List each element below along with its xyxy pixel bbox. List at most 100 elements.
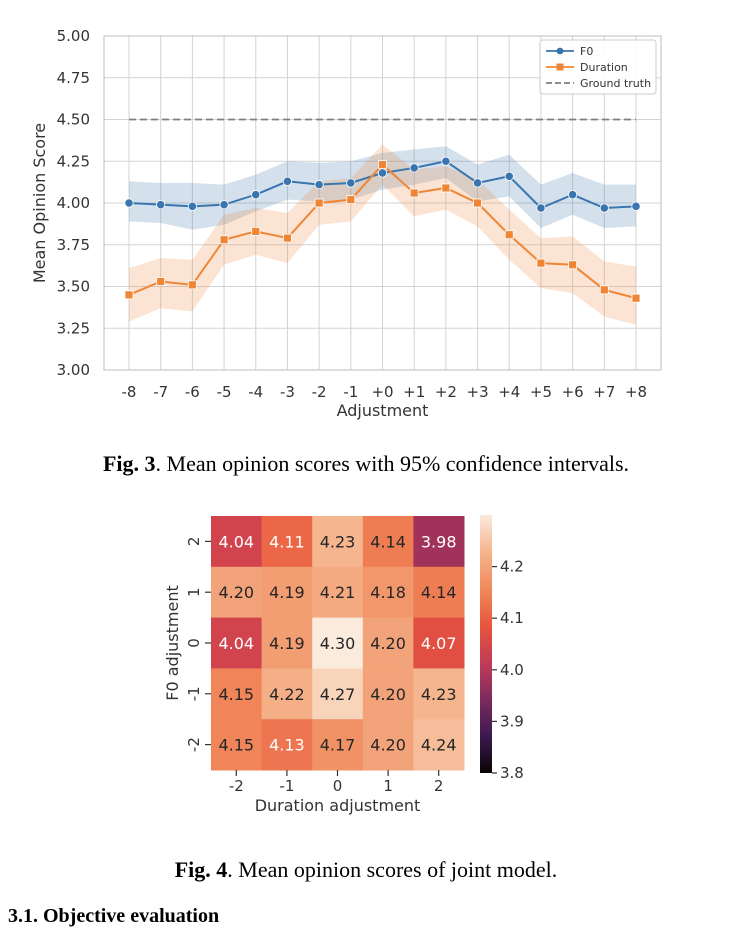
x-tick-label: +3 xyxy=(467,383,489,401)
data-point-f0 xyxy=(187,201,197,211)
colorbar-tick-label: 4.2 xyxy=(500,558,524,576)
x-tick-label: -4 xyxy=(248,383,263,401)
data-point-duration xyxy=(124,290,134,300)
heatmap-cell xyxy=(362,516,414,568)
heatmap-cell-label: 4.04 xyxy=(218,634,254,653)
heatmap-cell-label: 4.20 xyxy=(370,685,406,704)
x-axis-label: Adjustment xyxy=(337,401,429,420)
data-point-duration xyxy=(409,188,419,198)
data-point-duration xyxy=(283,233,292,243)
data-point-f0 xyxy=(599,203,609,213)
x-tick-label: -5 xyxy=(217,383,232,401)
heatmap-cell-label: 4.27 xyxy=(320,685,356,704)
confidence-band-f0 xyxy=(129,146,636,230)
x-tick-label: +4 xyxy=(498,383,520,401)
data-point-duration xyxy=(536,258,546,268)
x-tick-label: +8 xyxy=(625,383,647,401)
heatmap-cell xyxy=(312,516,364,568)
x-tick-label: 1 xyxy=(383,777,393,795)
x-tick-label: -1 xyxy=(343,383,358,401)
heatmap-cell xyxy=(362,566,414,619)
y-tick-label: 2 xyxy=(185,537,203,547)
heatmap-cell xyxy=(362,668,414,720)
data-point-f0 xyxy=(504,171,514,181)
data-point-duration xyxy=(473,198,482,208)
data-point-f0 xyxy=(124,198,134,208)
heatmap-cell xyxy=(261,566,313,619)
fig4-caption: Fig. 4. Mean opinion scores of joint mod… xyxy=(0,857,732,883)
legend: F0 Duration Ground truth xyxy=(539,39,657,95)
x-tick-label: -2 xyxy=(229,777,244,795)
legend-marker xyxy=(556,47,564,55)
confidence-band-duration xyxy=(129,144,636,325)
data-point-duration xyxy=(219,235,229,245)
y-tick-label: 3.50 xyxy=(57,278,90,296)
section-heading: 3.1. Objective evaluation xyxy=(8,905,220,927)
y-tick-label: 1 xyxy=(185,587,203,597)
plot-frame xyxy=(103,35,662,371)
heatmap-cell xyxy=(312,566,364,619)
fig3-caption-label: Fig. 3 xyxy=(102,451,156,476)
heatmap-cell xyxy=(211,617,263,669)
y-tick-label: -1 xyxy=(185,686,203,701)
colorbar-tick-label: 3.8 xyxy=(500,764,524,782)
fig3-line-chart: 3.00 3.25 3.50 3.75 4.00 4.25 4.50 4.75 5.00 -8 -7… xyxy=(30,27,662,420)
data-point-duration xyxy=(599,285,609,295)
heatmap-cell xyxy=(211,516,263,568)
data-point-duration xyxy=(251,226,261,236)
heatmap-cell xyxy=(312,668,364,720)
heatmap-cell xyxy=(211,668,263,720)
y-tick-label: -2 xyxy=(185,737,203,752)
data-point-f0 xyxy=(377,168,388,178)
legend-label: F0 xyxy=(580,45,593,58)
heatmap-cell xyxy=(211,566,263,619)
heatmap-cell xyxy=(362,719,414,771)
x-tick-label: +7 xyxy=(593,383,615,401)
heatmap-cell-label: 4.18 xyxy=(370,583,406,602)
legend-marker xyxy=(556,63,564,71)
heatmap-cell-label: 3.98 xyxy=(421,532,457,551)
fig3-caption: Fig. 3. Mean opinion scores with 95% con… xyxy=(0,451,732,477)
x-tick-label: +0 xyxy=(371,383,393,401)
data-point-duration xyxy=(568,260,578,270)
data-point-f0 xyxy=(409,163,419,173)
fig4-caption-text: . Mean opinion scores of joint model. xyxy=(227,857,558,882)
data-point-f0 xyxy=(631,201,641,211)
x-tick-label: 2 xyxy=(434,777,444,795)
fig4-heatmap: 4.04 4.11 4.23 4.14 3.984.20 4.19 4.21 4.18 4.14… xyxy=(163,515,524,815)
y-tick-label: 4.75 xyxy=(57,69,90,87)
y-tick-label: 3.00 xyxy=(57,361,90,379)
heatmap-cell-label: 4.15 xyxy=(218,736,254,755)
data-point-f0 xyxy=(346,178,356,188)
heatmap-cell-label: 4.22 xyxy=(269,685,305,704)
data-point-f0 xyxy=(251,190,261,200)
heatmap-cell xyxy=(362,617,414,669)
heatmap-cell xyxy=(413,668,465,720)
x-tick-label: +6 xyxy=(562,383,584,401)
heatmap-cell xyxy=(413,566,465,619)
data-point-f0 xyxy=(568,190,578,200)
heatmap-cell xyxy=(211,719,263,771)
heatmap-cell-label: 4.24 xyxy=(421,736,457,755)
data-point-f0 xyxy=(536,203,546,213)
x-tick-label: -8 xyxy=(122,383,137,401)
data-point-duration xyxy=(441,183,451,193)
data-point-duration xyxy=(346,195,356,205)
data-point-duration xyxy=(156,277,166,286)
data-point-f0 xyxy=(314,180,324,190)
data-point-duration xyxy=(314,198,324,208)
x-tick-label: -6 xyxy=(185,383,200,401)
legend-label: Duration xyxy=(580,61,628,74)
x-tick-label: +2 xyxy=(435,383,457,401)
x-tick-label: -3 xyxy=(280,383,295,401)
heatmap-cell-label: 4.15 xyxy=(218,685,254,704)
colorbar-tick-label: 3.9 xyxy=(500,712,524,730)
data-point-f0 xyxy=(282,176,293,186)
heatmap-cell-label: 4.14 xyxy=(370,532,406,551)
colorbar-tick-label: 4.0 xyxy=(500,661,524,679)
x-tick-label: -2 xyxy=(312,383,327,401)
heatmap-cell-label: 4.20 xyxy=(218,583,254,602)
heatmap-cell-label: 4.11 xyxy=(269,532,305,551)
y-axis-label: F0 adjustment xyxy=(163,585,182,700)
data-point-f0 xyxy=(441,156,451,166)
